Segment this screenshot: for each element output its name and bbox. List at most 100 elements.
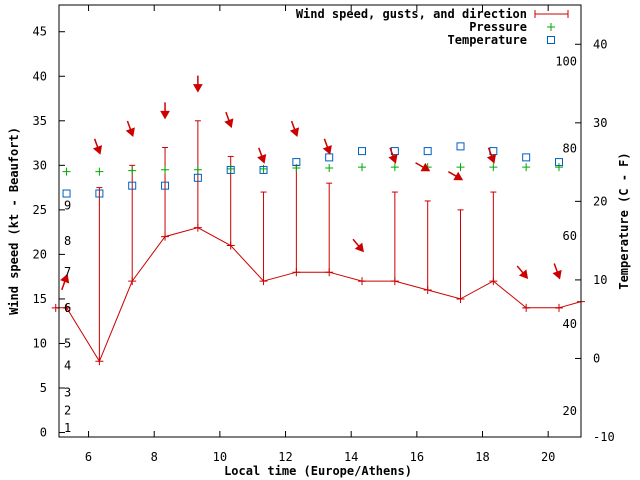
wind-speed-point [489, 277, 498, 286]
direction-arrow [448, 171, 464, 181]
wind-speed-point [62, 303, 71, 312]
temperature-point [423, 147, 432, 156]
legend: Wind speed, gusts, and direction Pressur… [296, 7, 569, 47]
direction-arrow [257, 147, 267, 164]
temperature-point [555, 158, 564, 167]
y-tick-label: 45 [33, 25, 47, 39]
wind-speed-point [259, 277, 268, 286]
beaufort-label: 1 [64, 421, 71, 435]
direction-arrow-head [257, 154, 267, 164]
legend-label-temperature: Temperature [448, 33, 527, 47]
temperature-point [193, 173, 202, 182]
wind-speed-point [292, 268, 301, 277]
legend-label-pressure: Pressure [469, 20, 527, 34]
direction-arrow [160, 102, 170, 120]
legend-keys [534, 10, 569, 44]
wind-speed-point [390, 277, 399, 286]
beaufort-label: 6 [64, 301, 71, 315]
direction-arrow [322, 138, 332, 155]
direction-arrow [125, 120, 135, 137]
direction-arrow-head [322, 145, 332, 155]
plot-frame [58, 4, 582, 438]
temperature-point [358, 147, 367, 156]
pressure-point [358, 163, 367, 172]
direction-arrow [92, 138, 103, 155]
direction-arrow [193, 75, 203, 93]
direction-arrow [289, 120, 300, 137]
y2-tick-label: 10 [593, 273, 607, 287]
x-tick-label: 16 [410, 450, 424, 464]
pressure-point [128, 166, 137, 175]
wind-speed-point [423, 286, 432, 295]
y2-tick-label: -10 [593, 430, 615, 444]
beaufort-label: 3 [64, 385, 71, 399]
wind-speed-point [95, 357, 104, 366]
wind-speed-line [55, 227, 582, 363]
direction-arrow-head [453, 171, 464, 181]
beaufort-label: 8 [64, 234, 71, 248]
x-tick-label: 18 [475, 450, 489, 464]
fahrenheit-label: 60 [563, 229, 577, 243]
direction-arrow-head [552, 269, 562, 280]
direction-arrow-head [125, 127, 135, 137]
temperature-point [456, 142, 465, 151]
temperature-point [161, 181, 170, 190]
wind-speed-point [325, 268, 334, 277]
legend-key-temperature [547, 36, 555, 44]
fahrenheit-label: 100 [555, 55, 577, 69]
wind-speed-point [161, 232, 170, 241]
y2-tick-label: 30 [593, 116, 607, 130]
temperature-point [522, 153, 531, 162]
wind-speed-point [193, 223, 202, 232]
x-tick-label: 10 [213, 450, 227, 464]
direction-arrow [552, 263, 562, 280]
beaufort-label: 5 [64, 336, 71, 350]
y-tick-label: 40 [33, 69, 47, 83]
y-tick-label: 35 [33, 114, 47, 128]
y-tick-label: 25 [33, 203, 47, 217]
pressure-point [95, 167, 104, 176]
temperature-point [226, 165, 235, 174]
direction-arrow-head [388, 154, 398, 164]
direction-arrow-head [354, 242, 364, 253]
beaufort-label: 2 [64, 403, 71, 417]
direction-arrow-head [92, 145, 103, 155]
pressure-point [62, 167, 71, 176]
wind-speed-point [51, 303, 60, 312]
legend-label-wind: Wind speed, gusts, and direction [296, 7, 527, 21]
temperature-point [292, 158, 301, 167]
wind-speed-point [128, 277, 137, 286]
wind-speed-point [358, 277, 367, 286]
pressure-point [161, 165, 170, 174]
fahrenheit-label: 40 [563, 317, 577, 331]
direction-arrow-head [420, 162, 431, 172]
x-tick-label: 6 [85, 450, 92, 464]
wind-speed-point [226, 241, 235, 250]
pressure-point [390, 163, 399, 172]
x-tick-label: 8 [151, 450, 158, 464]
x-tick-label: 20 [541, 450, 555, 464]
x-tick-label: 12 [278, 450, 292, 464]
wind-speed-point [555, 303, 564, 312]
direction-arrow-head [160, 110, 170, 120]
y-tick-label: 5 [40, 381, 47, 395]
y2-tick-label: 40 [593, 37, 607, 51]
pressure-point [193, 165, 202, 174]
temperature-point [259, 165, 268, 174]
direction-arrow-head [193, 84, 203, 93]
direction-arrow-head [224, 118, 234, 129]
direction-arrow [388, 147, 398, 164]
beaufort-label: 4 [64, 359, 71, 373]
y-tick-label: 10 [33, 336, 47, 350]
series-layer [51, 75, 585, 366]
y2-axis-label: Temperature (C - F) [617, 152, 631, 289]
direction-arrow [224, 111, 234, 129]
y-tick-label: 20 [33, 247, 47, 261]
direction-arrow [486, 147, 497, 164]
y2-tick-label: 0 [593, 351, 600, 365]
y-tick-label: 30 [33, 158, 47, 172]
direction-arrow [415, 162, 431, 172]
pressure-point [489, 163, 498, 172]
direction-arrow-head [289, 127, 300, 137]
